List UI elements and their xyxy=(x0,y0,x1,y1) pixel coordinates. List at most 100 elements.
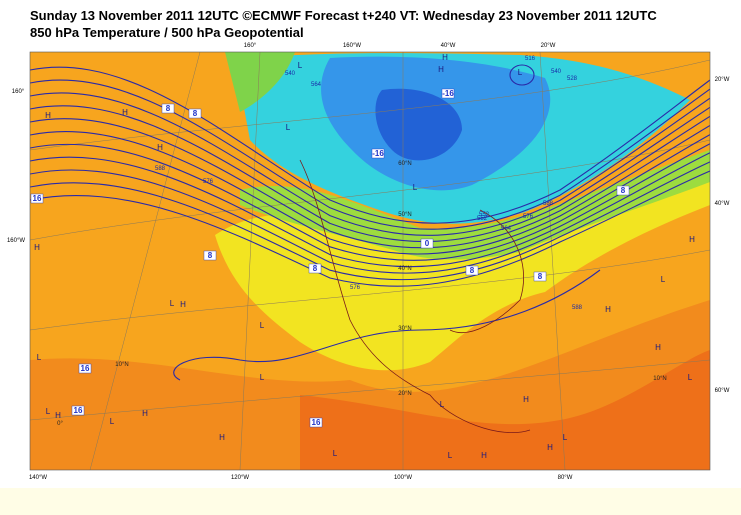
pressure-center: H xyxy=(655,343,661,352)
pressure-center: H xyxy=(45,111,51,120)
pressure-center: H xyxy=(34,243,40,252)
pressure-center: H xyxy=(157,143,163,152)
pressure-center: H xyxy=(142,409,148,418)
footer-strip xyxy=(0,488,741,515)
temperature-label-box xyxy=(161,103,175,114)
pressure-center: H xyxy=(219,433,225,442)
left-label: 160° xyxy=(12,89,25,95)
pressure-center: H xyxy=(523,395,529,404)
map-area xyxy=(30,52,710,470)
subtitle: 850 hPa Temperature / 500 hPa Geopotenti… xyxy=(30,25,304,40)
height-label: 552 xyxy=(477,216,488,222)
lat-label: 60°N xyxy=(398,161,411,167)
temperature-label-box xyxy=(188,108,202,119)
bottom-label: 100°W xyxy=(394,475,412,481)
contour-line xyxy=(30,161,710,281)
top-label: 160°W xyxy=(343,43,361,49)
temperature-label-box xyxy=(308,263,322,274)
temperature-label: 8 xyxy=(621,186,626,195)
height-label: 540 xyxy=(285,71,296,77)
right-label: 60°W xyxy=(715,388,730,394)
coastline xyxy=(299,159,531,434)
pressure-center: L xyxy=(563,433,568,442)
temperature-label-box xyxy=(371,148,385,159)
top-label: 20°W xyxy=(541,43,556,49)
contour-line xyxy=(30,143,710,268)
temperature-label: 0 xyxy=(425,239,430,248)
height-label: 552 xyxy=(479,212,490,218)
pressure-center: L xyxy=(170,299,175,308)
pressure-center: L xyxy=(298,61,303,70)
left-label: 160°W xyxy=(7,238,25,244)
pressure-center: L xyxy=(413,183,418,192)
pressure-center: H xyxy=(55,411,61,420)
height-label: 576 xyxy=(523,214,534,220)
pressure-center: H xyxy=(122,108,128,117)
height-label: 564 xyxy=(501,226,512,232)
temperature-label-box xyxy=(465,265,479,276)
pressure-center: H xyxy=(442,53,448,62)
contour-line xyxy=(30,134,710,261)
map-frame xyxy=(29,51,711,471)
coldest-field xyxy=(375,88,462,161)
contour-line xyxy=(30,92,710,236)
pressure-center: L xyxy=(448,451,453,460)
graticule xyxy=(30,52,710,470)
temperature-label: 8 xyxy=(166,104,171,113)
pressure-center: L xyxy=(110,417,115,426)
height-label: 576 xyxy=(203,179,214,185)
contour-line xyxy=(30,125,710,255)
bottom-label: 120°W xyxy=(231,475,249,481)
contour-line xyxy=(30,170,710,287)
bottom-label: 80°W xyxy=(558,475,573,481)
contour-line xyxy=(30,115,710,249)
height-label: 564 xyxy=(311,82,322,88)
contour-line xyxy=(173,269,601,381)
temperature-label-box xyxy=(533,271,547,282)
pressure-center: H xyxy=(481,451,487,460)
pressure-center: L xyxy=(46,407,51,416)
height-label: 588 xyxy=(572,305,583,311)
temperature-label-box xyxy=(78,363,92,374)
lat-label: 0° xyxy=(57,421,63,427)
temperature-label-box xyxy=(71,405,85,416)
height-label: 540 xyxy=(551,69,562,75)
contour-line xyxy=(30,152,710,274)
temperature-label: -16 xyxy=(442,89,454,98)
bottom-label: 140°W xyxy=(29,475,47,481)
height-label: 576 xyxy=(350,285,361,291)
pressure-center: L xyxy=(661,275,666,284)
top-label: 160° xyxy=(244,43,257,49)
pressure-center: L xyxy=(333,449,338,458)
right-label: 20°W xyxy=(715,77,730,83)
height-label: 588 xyxy=(543,201,554,207)
contour-loop xyxy=(509,64,535,86)
cool-patch xyxy=(225,52,295,112)
temperature-label-box xyxy=(203,250,217,261)
pressure-center: L xyxy=(260,373,265,382)
lat-label: 30°N xyxy=(398,326,411,332)
contour-line xyxy=(30,79,710,230)
lat-label: 20°N xyxy=(398,391,411,397)
top-label: 40°W xyxy=(441,43,456,49)
lat-label: 10°N xyxy=(115,362,128,368)
pressure-center: L xyxy=(260,321,265,330)
pressure-center: L xyxy=(37,353,42,362)
pressure-center: H xyxy=(689,235,695,244)
temperature-label-box xyxy=(30,193,44,204)
height-label: 588 xyxy=(155,166,166,172)
pressure-center: H xyxy=(605,305,611,314)
temperature-label: 8 xyxy=(208,251,213,260)
pressure-center: H xyxy=(180,300,186,309)
temperature-label-box xyxy=(420,238,434,249)
temperature-label: 8 xyxy=(313,264,318,273)
pressure-center: H xyxy=(547,443,553,452)
temperature-label: 8 xyxy=(538,272,543,281)
temperature-label: 16 xyxy=(312,418,321,427)
right-label: 40°W xyxy=(715,201,730,207)
temperature-label-box xyxy=(441,88,455,99)
labels: 160° 160°W 40°W 20°W160°160°W20°W40°W60°W14… xyxy=(7,43,730,481)
temperature-label: 16 xyxy=(74,406,83,415)
